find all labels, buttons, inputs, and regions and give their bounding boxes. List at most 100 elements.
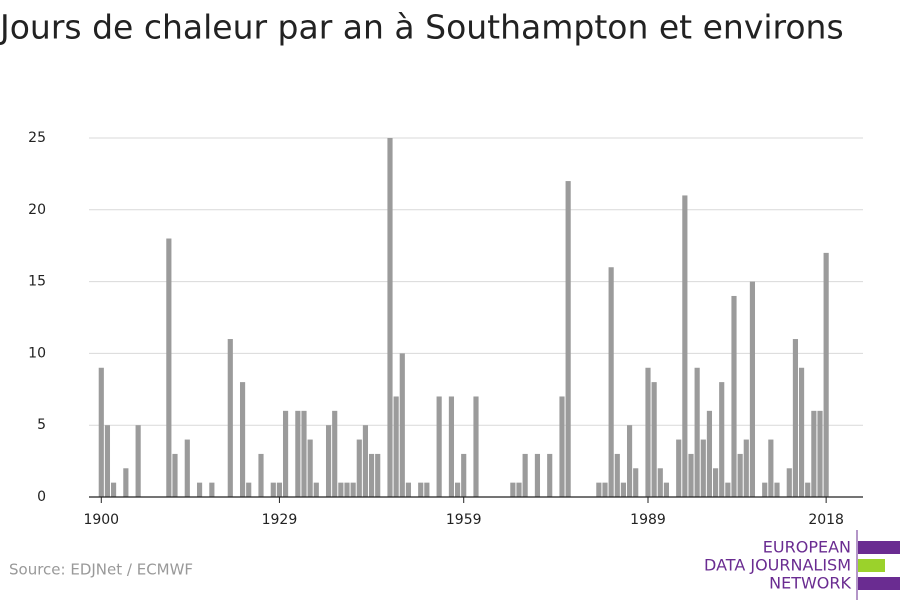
bar bbox=[313, 482, 319, 497]
bar bbox=[798, 367, 805, 497]
bar bbox=[356, 439, 362, 497]
y-tick-label: 25 bbox=[28, 130, 46, 146]
bar bbox=[368, 453, 375, 497]
bar bbox=[688, 453, 694, 497]
bar bbox=[448, 396, 455, 497]
bar bbox=[762, 482, 768, 497]
bar bbox=[258, 453, 264, 497]
bar bbox=[473, 396, 479, 497]
x-tick-label: 1900 bbox=[83, 512, 119, 528]
y-tick-label: 10 bbox=[28, 345, 46, 361]
logo-text: NETWORK bbox=[769, 574, 851, 593]
bar bbox=[418, 482, 424, 497]
bar bbox=[823, 252, 829, 497]
source: Source: EDJNet / ECMWF bbox=[9, 561, 193, 579]
bar bbox=[645, 367, 651, 497]
bar bbox=[461, 453, 467, 497]
bar bbox=[792, 339, 799, 497]
bar bbox=[110, 482, 117, 497]
bar bbox=[405, 482, 412, 497]
bar bbox=[811, 410, 817, 497]
x-tick-label: 1989 bbox=[630, 512, 666, 528]
bar bbox=[768, 439, 774, 497]
chart-title: Jours de chaleur par an à Southampton et… bbox=[0, 8, 844, 47]
bar bbox=[651, 382, 657, 497]
bar bbox=[559, 396, 565, 497]
bar bbox=[276, 482, 283, 497]
bar bbox=[344, 482, 350, 497]
bar bbox=[737, 453, 743, 497]
bar bbox=[522, 453, 528, 497]
bar bbox=[602, 482, 608, 497]
x-tick-label: 1959 bbox=[446, 512, 482, 528]
bar bbox=[282, 410, 289, 497]
logo-text: EUROPEAN bbox=[763, 538, 851, 557]
bar bbox=[731, 295, 737, 497]
bar bbox=[166, 238, 172, 497]
bar bbox=[694, 367, 700, 497]
bar bbox=[307, 439, 313, 497]
bar bbox=[712, 468, 719, 497]
bar bbox=[817, 410, 823, 497]
bar bbox=[547, 453, 553, 497]
y-tick-label: 0 bbox=[37, 489, 46, 505]
logo-bar bbox=[858, 541, 900, 554]
bar bbox=[362, 425, 369, 497]
bar bbox=[454, 482, 461, 497]
bar bbox=[227, 339, 233, 497]
bar bbox=[399, 353, 405, 497]
bar bbox=[626, 425, 633, 497]
bar bbox=[104, 425, 111, 497]
bar bbox=[239, 382, 246, 497]
bar bbox=[614, 453, 620, 497]
bar bbox=[295, 410, 301, 497]
bar bbox=[375, 453, 381, 497]
bar bbox=[657, 468, 663, 497]
bar bbox=[350, 482, 356, 497]
y-tick-label: 20 bbox=[28, 202, 46, 218]
bar bbox=[706, 410, 713, 497]
bar bbox=[786, 468, 792, 497]
bar bbox=[608, 267, 614, 497]
bar bbox=[516, 482, 522, 497]
bar bbox=[393, 396, 399, 497]
bar bbox=[135, 425, 141, 497]
bar bbox=[510, 482, 516, 497]
bar bbox=[184, 439, 190, 497]
x-tick-label: 1929 bbox=[262, 512, 298, 528]
logo-bar bbox=[858, 577, 900, 590]
bar bbox=[387, 138, 393, 497]
bar bbox=[325, 425, 332, 497]
bar bbox=[534, 453, 541, 497]
bar bbox=[424, 482, 430, 497]
bar bbox=[301, 410, 307, 497]
bar bbox=[663, 482, 670, 497]
bar bbox=[749, 281, 756, 497]
bar bbox=[98, 367, 104, 497]
bar bbox=[700, 439, 706, 497]
bar bbox=[676, 439, 682, 497]
bar bbox=[805, 482, 811, 497]
x-tick-label: 2018 bbox=[808, 512, 844, 528]
y-tick-label: 5 bbox=[37, 417, 46, 433]
bar bbox=[633, 468, 639, 497]
bar bbox=[565, 181, 571, 497]
bar bbox=[270, 482, 276, 497]
bar bbox=[209, 482, 215, 497]
logo-bar bbox=[858, 559, 885, 572]
bar bbox=[338, 482, 344, 497]
bar bbox=[774, 482, 780, 497]
bar bbox=[725, 482, 731, 497]
bar bbox=[743, 439, 749, 497]
logo-text: DATA JOURNALISM bbox=[704, 556, 851, 575]
bar bbox=[682, 195, 688, 497]
y-tick-label: 15 bbox=[28, 274, 46, 290]
bar bbox=[246, 482, 252, 497]
bar bbox=[196, 482, 203, 497]
bar bbox=[436, 396, 442, 497]
bar bbox=[620, 482, 627, 497]
bar bbox=[596, 482, 602, 497]
bar bbox=[332, 410, 338, 497]
bar bbox=[172, 453, 178, 497]
